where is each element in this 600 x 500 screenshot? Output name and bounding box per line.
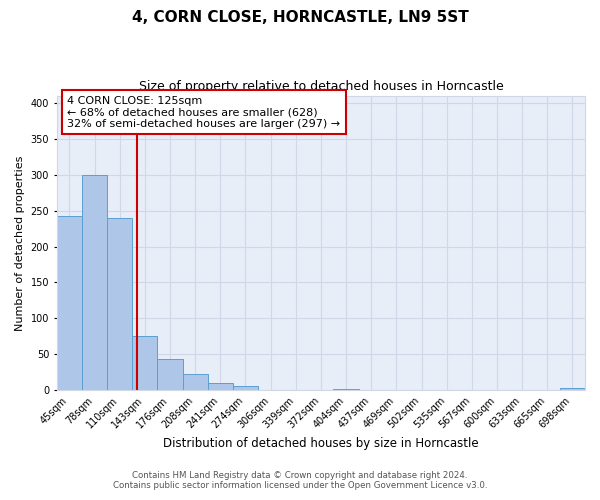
Text: 4, CORN CLOSE, HORNCASTLE, LN9 5ST: 4, CORN CLOSE, HORNCASTLE, LN9 5ST bbox=[131, 10, 469, 25]
Bar bbox=[157, 358, 182, 390]
Bar bbox=[107, 218, 132, 390]
Bar bbox=[132, 336, 157, 390]
Bar bbox=[57, 216, 82, 390]
Bar bbox=[208, 383, 233, 390]
Bar bbox=[233, 386, 258, 390]
Bar bbox=[560, 388, 585, 390]
Bar bbox=[334, 389, 359, 390]
Text: 4 CORN CLOSE: 125sqm
← 68% of detached houses are smaller (628)
32% of semi-deta: 4 CORN CLOSE: 125sqm ← 68% of detached h… bbox=[67, 96, 341, 129]
Title: Size of property relative to detached houses in Horncastle: Size of property relative to detached ho… bbox=[139, 80, 503, 93]
Bar bbox=[182, 374, 208, 390]
X-axis label: Distribution of detached houses by size in Horncastle: Distribution of detached houses by size … bbox=[163, 437, 479, 450]
Text: Contains HM Land Registry data © Crown copyright and database right 2024.
Contai: Contains HM Land Registry data © Crown c… bbox=[113, 470, 487, 490]
Y-axis label: Number of detached properties: Number of detached properties bbox=[15, 155, 25, 330]
Bar bbox=[82, 176, 107, 390]
